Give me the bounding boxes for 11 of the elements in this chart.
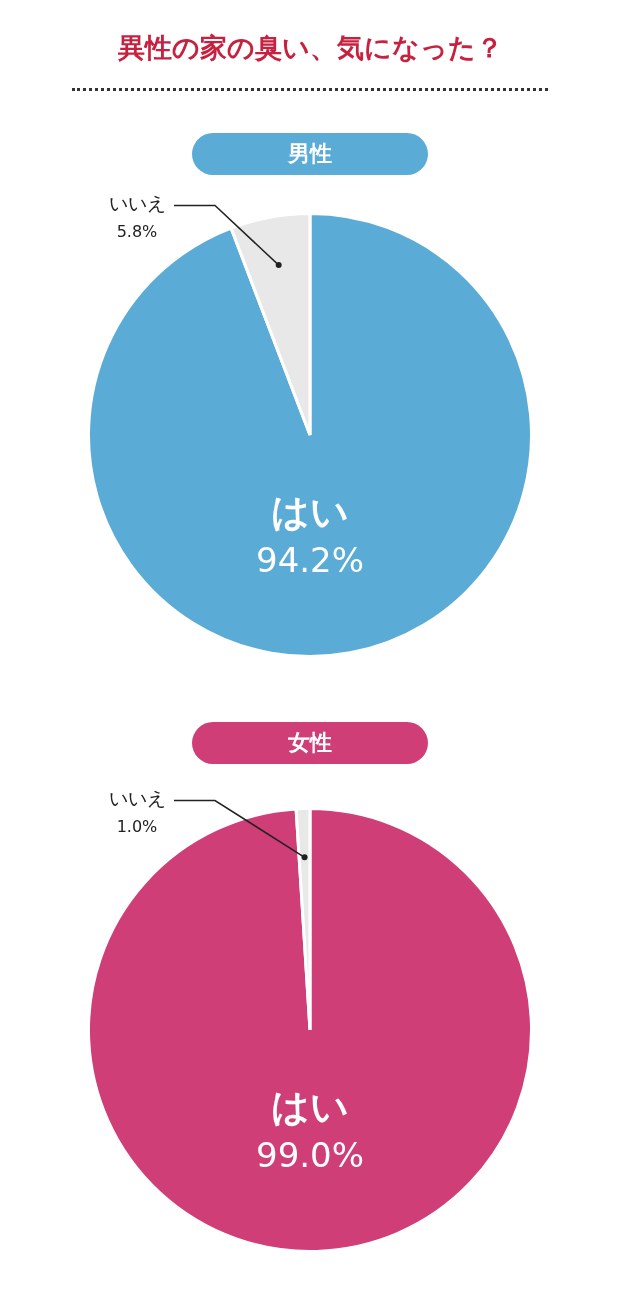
data-label: 94.2% xyxy=(255,539,365,580)
data-label: 1.0% xyxy=(115,817,159,837)
chart-title: 異性の家の臭い、気になった？ xyxy=(116,31,504,65)
slice-label: はい xyxy=(271,489,349,534)
slice-label: いいえ xyxy=(107,786,167,810)
data-label: 99.0% xyxy=(255,1134,365,1175)
slice-label: はい xyxy=(271,1084,349,1129)
data-label: 5.8% xyxy=(115,222,159,242)
chart-subtitle: 男性 xyxy=(192,133,428,175)
slice-label: いいえ xyxy=(107,191,167,215)
chart-subtitle: 女性 xyxy=(192,722,428,764)
